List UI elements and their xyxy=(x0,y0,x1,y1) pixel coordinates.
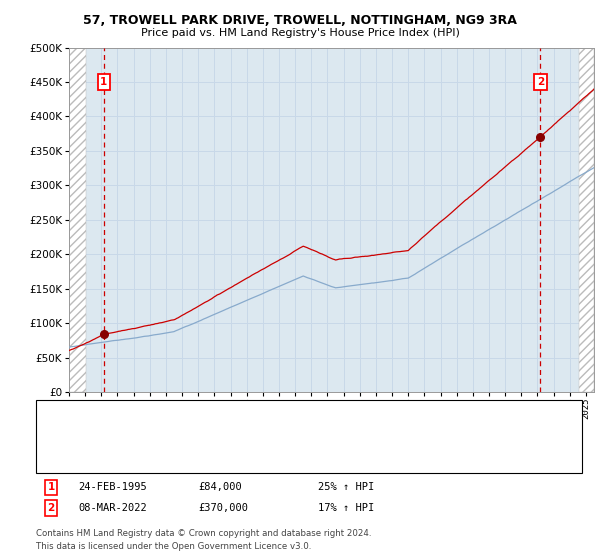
Text: ——: —— xyxy=(45,436,73,449)
Text: Price paid vs. HM Land Registry's House Price Index (HPI): Price paid vs. HM Land Registry's House … xyxy=(140,28,460,38)
Text: 24-FEB-1995: 24-FEB-1995 xyxy=(78,482,147,492)
Text: ——: —— xyxy=(45,413,73,427)
Text: 25% ↑ HPI: 25% ↑ HPI xyxy=(318,482,374,492)
Text: 2: 2 xyxy=(47,503,55,513)
Text: 17% ↑ HPI: 17% ↑ HPI xyxy=(318,503,374,513)
Text: HPI: Average price, detached house, Broxtowe: HPI: Average price, detached house, Brox… xyxy=(75,437,306,447)
Text: 08-MAR-2022: 08-MAR-2022 xyxy=(78,503,147,513)
Text: £370,000: £370,000 xyxy=(198,503,248,513)
Text: Contains HM Land Registry data © Crown copyright and database right 2024.: Contains HM Land Registry data © Crown c… xyxy=(36,529,371,538)
Text: 2: 2 xyxy=(537,77,544,87)
Text: 57, TROWELL PARK DRIVE, TROWELL, NOTTINGHAM, NG9 3RA: 57, TROWELL PARK DRIVE, TROWELL, NOTTING… xyxy=(83,14,517,27)
Text: 1: 1 xyxy=(100,77,107,87)
Text: 57, TROWELL PARK DRIVE, TROWELL, NOTTINGHAM, NG9 3RA (detached house): 57, TROWELL PARK DRIVE, TROWELL, NOTTING… xyxy=(75,415,475,425)
Text: £84,000: £84,000 xyxy=(198,482,242,492)
Text: This data is licensed under the Open Government Licence v3.0.: This data is licensed under the Open Gov… xyxy=(36,542,311,550)
Text: 1: 1 xyxy=(47,482,55,492)
